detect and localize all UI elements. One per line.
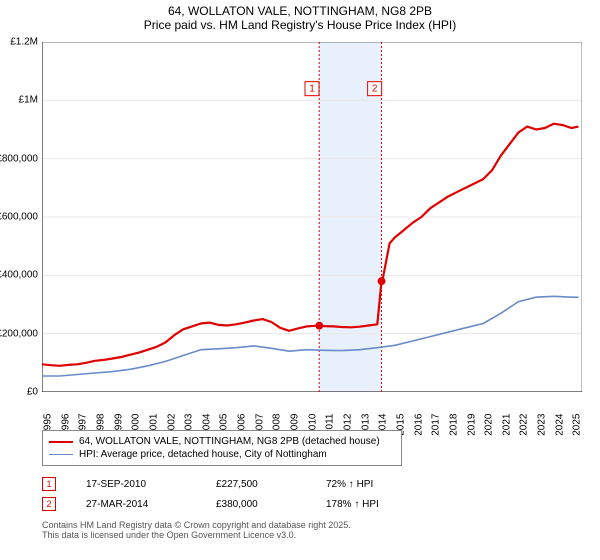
sale-date: 27-MAR-2014: [86, 499, 186, 510]
legend-item: 64, WOLLATON VALE, NOTTINGHAM, NG8 2PB (…: [49, 435, 395, 448]
x-tick-label: 2023: [537, 414, 548, 436]
x-axis-labels: 1995199619971998199920002001200220032004…: [42, 394, 582, 430]
y-axis-labels: £0£200,000£400,000£600,000£800,000£1M£1.…: [0, 42, 40, 392]
sale-price: £227,500: [216, 479, 296, 490]
sale-row: 1 17-SEP-2010 £227,500 72% ↑ HPI: [42, 474, 582, 494]
attribution: Contains HM Land Registry data © Crown c…: [42, 520, 582, 540]
chart-title-address: 64, WOLLATON VALE, NOTTINGHAM, NG8 2PB: [0, 4, 600, 18]
legend-swatch: [49, 454, 73, 455]
attribution-line1: Contains HM Land Registry data © Crown c…: [42, 520, 582, 530]
svg-text:1: 1: [309, 84, 315, 95]
attribution-line2: This data is licensed under the Open Gov…: [42, 530, 582, 540]
x-tick-label: 2017: [431, 414, 442, 436]
y-tick-label: £600,000: [0, 212, 38, 223]
sale-marker: 1: [42, 477, 56, 491]
x-tick-label: 2020: [484, 414, 495, 436]
x-tick-label: 2021: [501, 414, 512, 436]
svg-text:2: 2: [372, 84, 378, 95]
x-tick-label: 2024: [554, 414, 565, 436]
chart-titles: 64, WOLLATON VALE, NOTTINGHAM, NG8 2PB P…: [0, 0, 600, 32]
y-tick-label: £800,000: [0, 153, 38, 164]
x-tick-label: 2018: [449, 414, 460, 436]
x-tick-label: 2019: [466, 414, 477, 436]
y-tick-label: £1M: [19, 95, 38, 106]
sale-price: £380,000: [216, 499, 296, 510]
sales-table: 1 17-SEP-2010 £227,500 72% ↑ HPI 2 27-MAR-201…: [42, 474, 582, 514]
chart-svg: 12: [42, 42, 582, 392]
legend-label: 64, WOLLATON VALE, NOTTINGHAM, NG8 2PB (…: [79, 436, 380, 447]
x-tick-label: 2022: [519, 414, 530, 436]
legend-swatch: [49, 441, 73, 443]
y-tick-label: £400,000: [0, 270, 38, 281]
y-tick-label: £1.2M: [10, 37, 38, 48]
legend: 64, WOLLATON VALE, NOTTINGHAM, NG8 2PB (…: [42, 430, 402, 466]
x-tick-label: 2025: [572, 414, 583, 436]
sale-hpi: 72% ↑ HPI: [326, 479, 426, 490]
sale-marker: 2: [42, 497, 56, 511]
sale-hpi: 178% ↑ HPI: [326, 499, 426, 510]
y-tick-label: £200,000: [0, 328, 38, 339]
x-tick-label: 2016: [413, 414, 424, 436]
chart-title-desc: Price paid vs. HM Land Registry's House …: [0, 18, 600, 32]
y-tick-label: £0: [27, 387, 38, 398]
sale-row: 2 27-MAR-2014 £380,000 178% ↑ HPI: [42, 494, 582, 514]
legend-item: HPI: Average price, detached house, City…: [49, 448, 395, 461]
chart-container: 64, WOLLATON VALE, NOTTINGHAM, NG8 2PB P…: [0, 0, 600, 560]
sale-date: 17-SEP-2010: [86, 479, 186, 490]
legend-label: HPI: Average price, detached house, City…: [79, 449, 327, 460]
chart-plot-area: 12: [42, 42, 582, 392]
